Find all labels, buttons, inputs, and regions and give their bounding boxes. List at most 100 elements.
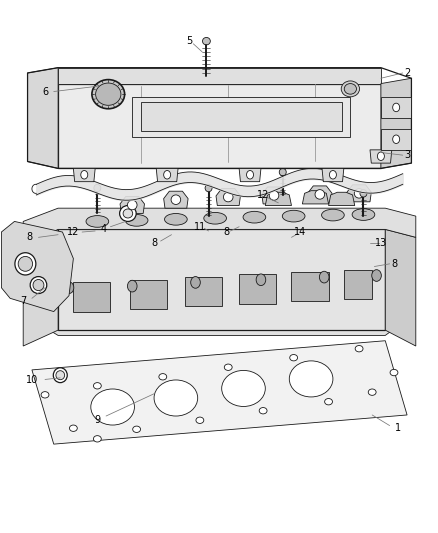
- Polygon shape: [215, 189, 240, 206]
- Ellipse shape: [30, 277, 47, 294]
- Polygon shape: [141, 102, 341, 131]
- Ellipse shape: [258, 408, 266, 414]
- Ellipse shape: [93, 383, 101, 389]
- Polygon shape: [23, 208, 415, 245]
- Ellipse shape: [132, 426, 140, 432]
- Text: 9: 9: [94, 415, 100, 425]
- Ellipse shape: [289, 354, 297, 361]
- Polygon shape: [163, 191, 187, 208]
- Text: 5: 5: [185, 36, 192, 46]
- Ellipse shape: [223, 192, 233, 202]
- Polygon shape: [120, 197, 144, 214]
- Ellipse shape: [86, 216, 109, 227]
- Text: 12: 12: [256, 190, 268, 200]
- Text: 8: 8: [151, 238, 157, 248]
- Ellipse shape: [127, 200, 137, 210]
- Text: 13: 13: [374, 238, 386, 248]
- Polygon shape: [265, 192, 291, 206]
- Ellipse shape: [268, 191, 278, 200]
- Polygon shape: [58, 214, 406, 227]
- Polygon shape: [32, 341, 406, 444]
- Ellipse shape: [389, 369, 397, 376]
- Polygon shape: [73, 168, 95, 182]
- Ellipse shape: [243, 212, 265, 223]
- Text: 12: 12: [67, 227, 79, 237]
- Polygon shape: [73, 282, 110, 312]
- Ellipse shape: [171, 195, 180, 205]
- Ellipse shape: [53, 368, 67, 383]
- Polygon shape: [156, 168, 178, 182]
- Ellipse shape: [195, 417, 203, 423]
- Polygon shape: [261, 187, 286, 204]
- Polygon shape: [58, 214, 385, 306]
- Ellipse shape: [154, 380, 197, 416]
- Ellipse shape: [351, 209, 374, 220]
- Polygon shape: [184, 277, 221, 306]
- Ellipse shape: [324, 399, 332, 405]
- Polygon shape: [343, 270, 371, 300]
- Ellipse shape: [91, 389, 134, 425]
- Ellipse shape: [367, 389, 375, 395]
- Text: 1: 1: [394, 423, 400, 433]
- Polygon shape: [58, 229, 385, 330]
- Ellipse shape: [221, 370, 265, 407]
- Text: 14: 14: [293, 227, 306, 237]
- Ellipse shape: [255, 274, 265, 286]
- Polygon shape: [239, 168, 260, 182]
- Polygon shape: [291, 272, 328, 301]
- Ellipse shape: [93, 435, 101, 442]
- Ellipse shape: [321, 209, 343, 221]
- Polygon shape: [28, 68, 58, 168]
- Ellipse shape: [319, 271, 328, 283]
- Ellipse shape: [18, 256, 32, 271]
- Polygon shape: [380, 128, 410, 150]
- Polygon shape: [380, 78, 410, 168]
- Text: 7: 7: [20, 296, 26, 306]
- Ellipse shape: [15, 253, 36, 275]
- Ellipse shape: [224, 364, 232, 370]
- Ellipse shape: [279, 168, 286, 176]
- Polygon shape: [130, 280, 167, 309]
- Text: 3: 3: [403, 150, 409, 160]
- Ellipse shape: [125, 215, 148, 226]
- Ellipse shape: [354, 345, 362, 352]
- Ellipse shape: [94, 184, 101, 192]
- Polygon shape: [23, 229, 58, 346]
- Ellipse shape: [343, 84, 356, 94]
- Polygon shape: [132, 97, 350, 136]
- Text: 8: 8: [390, 259, 396, 269]
- Polygon shape: [321, 168, 343, 182]
- Ellipse shape: [92, 79, 124, 109]
- Polygon shape: [239, 274, 276, 304]
- Ellipse shape: [163, 171, 170, 179]
- Text: 6: 6: [42, 86, 48, 96]
- Ellipse shape: [41, 392, 49, 398]
- Ellipse shape: [282, 211, 304, 222]
- Text: 11: 11: [193, 222, 205, 232]
- Text: 8: 8: [223, 227, 229, 237]
- Ellipse shape: [159, 374, 166, 380]
- Ellipse shape: [340, 81, 359, 97]
- Polygon shape: [385, 229, 415, 346]
- Polygon shape: [36, 306, 406, 335]
- Ellipse shape: [119, 206, 136, 221]
- Polygon shape: [380, 97, 410, 118]
- Ellipse shape: [81, 171, 88, 179]
- Ellipse shape: [127, 280, 137, 292]
- Ellipse shape: [289, 361, 332, 397]
- Polygon shape: [58, 84, 380, 168]
- Text: 2: 2: [403, 68, 409, 78]
- Text: 10: 10: [26, 375, 38, 385]
- Ellipse shape: [377, 152, 384, 160]
- Polygon shape: [302, 191, 328, 204]
- Polygon shape: [346, 185, 371, 202]
- Ellipse shape: [69, 425, 77, 431]
- Polygon shape: [1, 221, 73, 312]
- Ellipse shape: [392, 135, 399, 143]
- Ellipse shape: [33, 279, 44, 290]
- Ellipse shape: [123, 209, 132, 218]
- Text: 4: 4: [101, 224, 107, 235]
- Ellipse shape: [392, 103, 399, 112]
- Ellipse shape: [246, 171, 253, 179]
- Ellipse shape: [190, 277, 200, 288]
